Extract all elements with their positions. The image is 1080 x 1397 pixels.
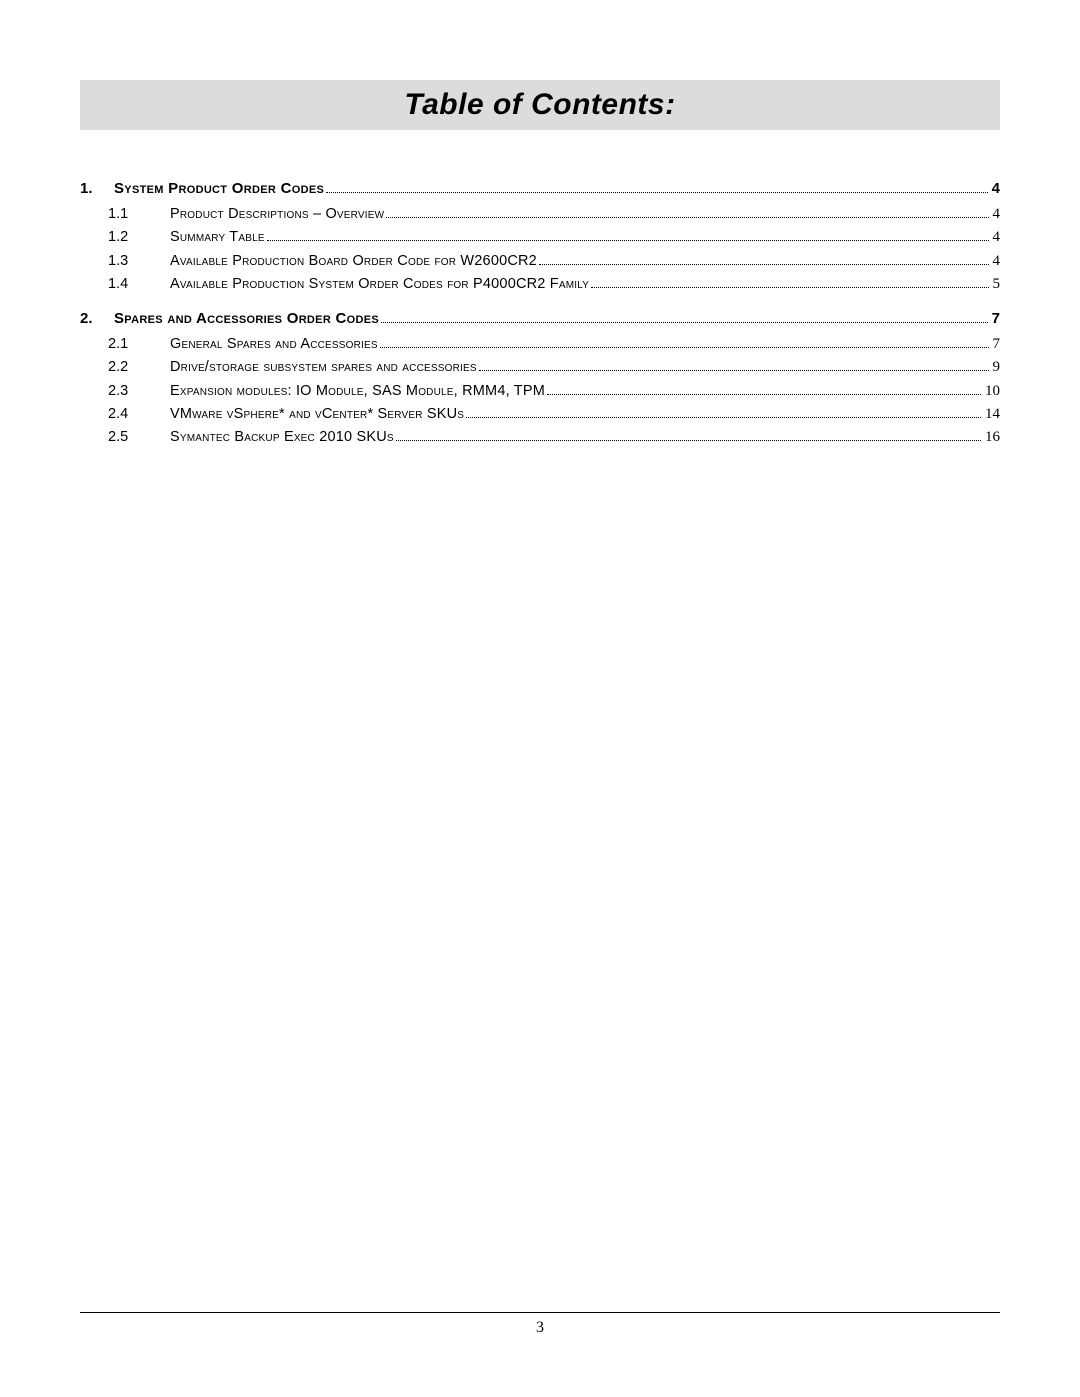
dot-leader [539,253,989,265]
toc-sub-page: 14 [983,403,1000,426]
toc-subitem: 1.2Summary Table 4 [108,226,1000,249]
toc-sub-page: 5 [991,273,1001,296]
toc-sub-label: VMware vSphere* and vCenter* Server SKUs [170,403,464,425]
toc-sub-num: 1.4 [108,273,170,295]
page-number: 3 [80,1319,1000,1337]
toc-subitem: 1.3Available Production Board Order Code… [108,250,1000,273]
toc-sub-label: Available Production Board Order Code fo… [170,250,537,272]
toc-sub-page: 9 [991,356,1001,379]
toc-section-label: System Product Order Codes [114,180,324,197]
toc-sub-page: 4 [991,226,1001,249]
toc-section-page: 4 [990,180,1000,197]
toc-sub-num: 2.1 [108,333,170,355]
toc-sub-label: Expansion modules: IO Module, SAS Module… [170,380,545,402]
page-title: Table of Contents: [404,88,675,122]
toc-subitem: 2.5Symantec Backup Exec 2010 SKUs 16 [108,426,1000,449]
toc-sub-num: 1.1 [108,203,170,225]
toc-sub-num: 1.3 [108,250,170,272]
toc-sub-num: 2.4 [108,403,170,425]
toc-section-num: 2. [80,310,114,327]
toc-section: 2.Spares and Accessories Order Codes 7 [80,310,1000,327]
dot-leader [386,206,988,218]
toc-sub-label: Available Production System Order Codes … [170,273,589,295]
dot-leader [479,360,989,372]
toc-subitem: 2.1General Spares and Accessories 7 [108,333,1000,356]
dot-leader [396,429,981,441]
toc-subitem: 2.2Drive/storage subsystem spares and ac… [108,356,1000,379]
page: Table of Contents: 1.System Product Orde… [0,0,1080,1397]
toc-sub-page: 4 [991,203,1001,226]
toc-subitem: 1.4Available Production System Order Cod… [108,273,1000,296]
dot-leader [267,230,989,242]
dot-leader [380,336,989,348]
toc-section-label: Spares and Accessories Order Codes [114,310,379,327]
toc-sub-page: 7 [991,333,1001,356]
toc-sub-num: 2.3 [108,380,170,402]
dot-leader [381,311,988,323]
toc-section-page: 7 [990,310,1000,327]
footer-rule [80,1312,1000,1313]
toc-sub-page: 16 [983,426,1000,449]
toc-sub-num: 1.2 [108,226,170,248]
toc-subitem: 2.3Expansion modules: IO Module, SAS Mod… [108,380,1000,403]
toc-sub-label: General Spares and Accessories [170,333,378,355]
dot-leader [466,406,981,418]
dot-leader [326,181,988,193]
toc-section-num: 1. [80,180,114,197]
toc-subitem: 1.1Product Descriptions – Overview 4 [108,203,1000,226]
toc-sub-page: 4 [991,250,1001,273]
dot-leader [547,383,981,395]
toc-subitem: 2.4VMware vSphere* and vCenter* Server S… [108,403,1000,426]
dot-leader [591,276,988,288]
title-band: Table of Contents: [80,80,1000,130]
toc-sub-num: 2.5 [108,426,170,448]
toc-section: 1.System Product Order Codes 4 [80,180,1000,197]
toc-sub-label: Symantec Backup Exec 2010 SKUs [170,426,394,448]
table-of-contents: 1.System Product Order Codes41.1Product … [80,180,1000,449]
page-footer: 3 [80,1312,1000,1337]
toc-sub-page: 10 [983,380,1000,403]
toc-sub-label: Drive/storage subsystem spares and acces… [170,356,477,378]
toc-sub-label: Summary Table [170,226,265,248]
toc-sub-num: 2.2 [108,356,170,378]
toc-sub-label: Product Descriptions – Overview [170,203,384,225]
